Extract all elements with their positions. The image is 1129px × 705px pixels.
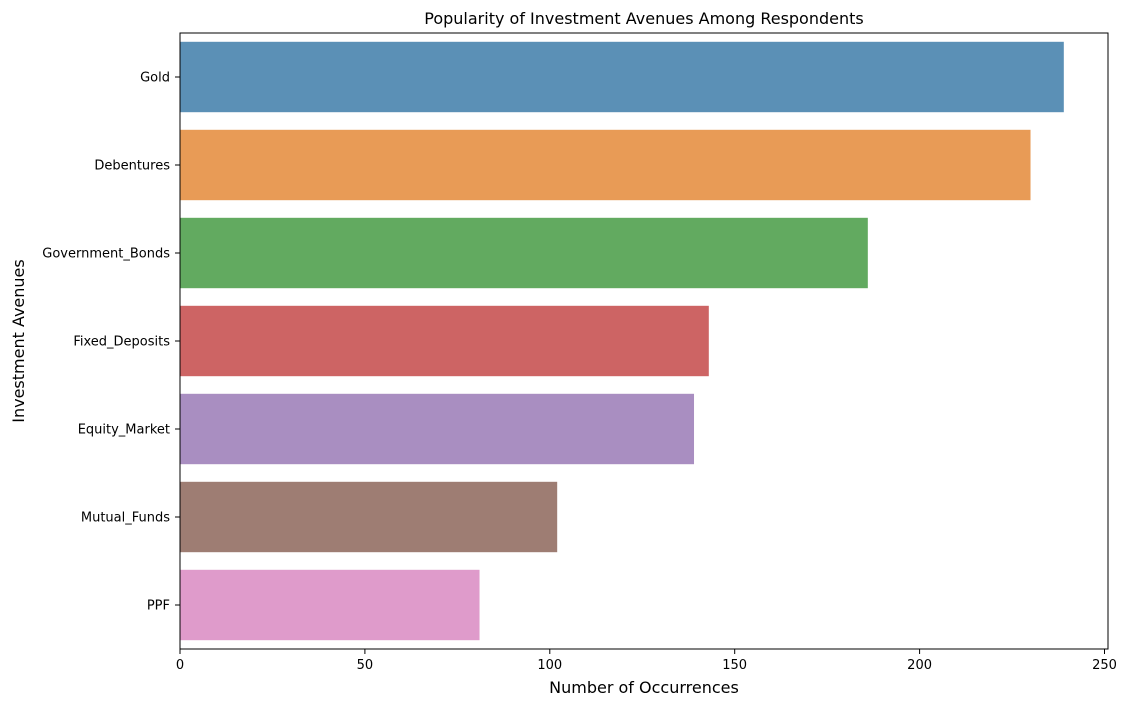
x-tick-label: 200: [907, 658, 932, 673]
chart-title: Popularity of Investment Avenues Among R…: [424, 9, 863, 28]
x-tick-label: 0: [176, 658, 184, 673]
bar-gold: [180, 41, 1064, 113]
x-tick-label: 250: [1092, 658, 1117, 673]
bar-fixed-deposits: [180, 305, 709, 377]
y-tick-label: Equity_Market: [78, 423, 170, 438]
y-tick-label: Government_Bonds: [42, 247, 170, 262]
y-tick-label: Fixed_Deposits: [73, 335, 170, 350]
x-axis-ticks: 0 50 100 150 200 250: [176, 649, 1117, 673]
bar-government-bonds: [180, 217, 868, 289]
x-axis-label: Number of Occurrences: [549, 678, 739, 697]
plot-frame: [179, 32, 1109, 650]
x-tick-label: 100: [537, 658, 562, 673]
bar-ppf: [180, 569, 480, 641]
y-tick-label: Mutual_Funds: [81, 511, 170, 526]
bar-mutual-funds: [180, 481, 558, 553]
x-tick-label: 50: [357, 658, 374, 673]
bars-group: [180, 41, 1064, 641]
bar-debentures: [180, 129, 1031, 201]
y-axis-label: Investment Avenues: [9, 259, 28, 423]
y-tick-label: PPF: [147, 599, 170, 614]
bar-equity-market: [180, 393, 695, 465]
y-tick-label: Gold: [140, 71, 170, 86]
y-tick-label: Debentures: [94, 159, 170, 174]
x-tick-label: 150: [722, 658, 747, 673]
y-axis-ticks: Gold Debentures Government_Bonds Fixed_Depo…: [42, 71, 180, 614]
